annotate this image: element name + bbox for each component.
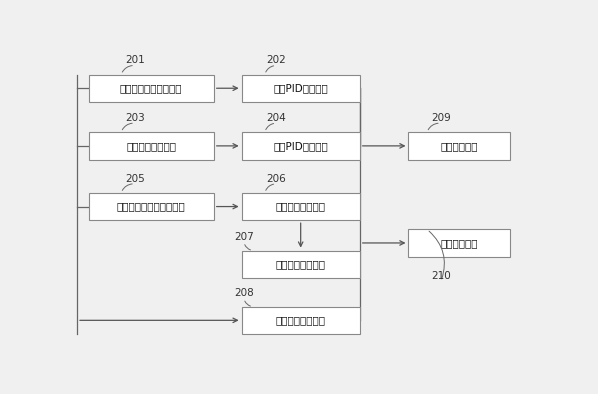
Bar: [408, 229, 511, 256]
Text: 控制模式选择单元: 控制模式选择单元: [276, 315, 326, 325]
Text: 第二频率获取单元: 第二频率获取单元: [276, 259, 326, 269]
Bar: [242, 132, 360, 160]
Text: 210: 210: [431, 271, 451, 281]
Text: 203: 203: [125, 113, 145, 123]
Bar: [408, 132, 511, 160]
Text: 第一控制单元: 第一控制单元: [441, 141, 478, 151]
Bar: [242, 74, 360, 102]
Bar: [89, 193, 214, 220]
Text: 室内环境温度获取单元: 室内环境温度获取单元: [120, 83, 182, 93]
Text: 盘管温度获取单元: 盘管温度获取单元: [126, 141, 176, 151]
Text: 热源确定及距离获取单元: 热源确定及距离获取单元: [117, 202, 185, 212]
Text: 208: 208: [234, 288, 254, 299]
Text: 206: 206: [267, 174, 286, 184]
Text: 201: 201: [125, 56, 145, 65]
Text: 202: 202: [267, 56, 286, 65]
Bar: [242, 251, 360, 278]
Bar: [89, 132, 214, 160]
Text: 盘温PID运算单元: 盘温PID运算单元: [273, 141, 328, 151]
Text: 204: 204: [267, 113, 286, 123]
Text: 209: 209: [431, 113, 451, 123]
Text: 205: 205: [125, 174, 145, 184]
Text: 第二控制单元: 第二控制单元: [441, 238, 478, 248]
Text: 207: 207: [234, 232, 254, 242]
Bar: [242, 193, 360, 220]
Bar: [89, 74, 214, 102]
Text: 实时风速获取单元: 实时风速获取单元: [276, 202, 326, 212]
Bar: [242, 307, 360, 334]
Text: 室温PID运算单元: 室温PID运算单元: [273, 83, 328, 93]
